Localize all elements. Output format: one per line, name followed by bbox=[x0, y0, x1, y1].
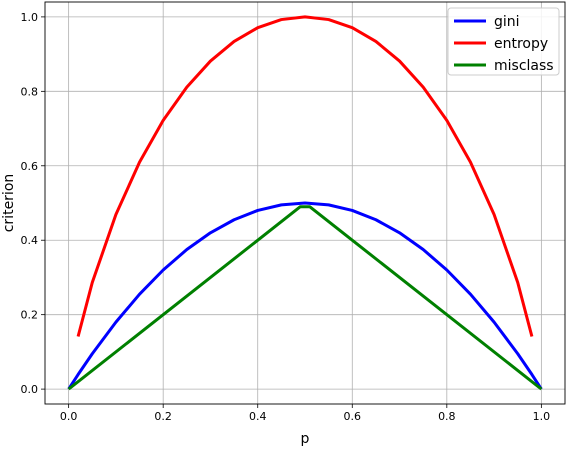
legend-label-entropy: entropy bbox=[494, 36, 548, 52]
series-line-entropy bbox=[76, 15, 534, 337]
y-tick-label: 0.2 bbox=[21, 309, 39, 322]
grid bbox=[45, 2, 565, 404]
series-line-misclass bbox=[67, 205, 543, 391]
y-axis-label: criterion bbox=[1, 174, 17, 233]
x-tick-label: 0.4 bbox=[249, 410, 267, 423]
ticks: 0.0 0.2 0.4 0.6 0.8 1.0 0.0 0.2 0.4 0.6 0.8 1.0 bbox=[21, 11, 551, 423]
plot-frame bbox=[44, 1, 566, 405]
legend-items: gini entropy misclass bbox=[454, 14, 554, 74]
x-tick-label: 0.6 bbox=[344, 410, 362, 423]
legend-label-gini: gini bbox=[494, 14, 520, 30]
legend-label-misclass: misclass bbox=[494, 58, 554, 74]
series-layer bbox=[67, 15, 543, 391]
x-tick-label: 1.0 bbox=[533, 410, 551, 423]
y-tick-label: 0.6 bbox=[21, 160, 39, 173]
x-axis-label: p bbox=[301, 431, 310, 447]
x-tick-label: 0.2 bbox=[154, 410, 172, 423]
y-tick-label: 0.0 bbox=[21, 383, 39, 396]
legend: gini entropy misclass bbox=[447, 7, 560, 76]
y-tick-label: 1.0 bbox=[21, 11, 39, 24]
x-tick-label: 0.8 bbox=[438, 410, 456, 423]
legend-box bbox=[447, 7, 560, 76]
x-tick-label: 0.0 bbox=[60, 410, 78, 423]
y-tick-label: 0.4 bbox=[21, 234, 39, 247]
y-tick-label: 0.8 bbox=[21, 85, 39, 98]
series-line-gini bbox=[67, 201, 543, 390]
